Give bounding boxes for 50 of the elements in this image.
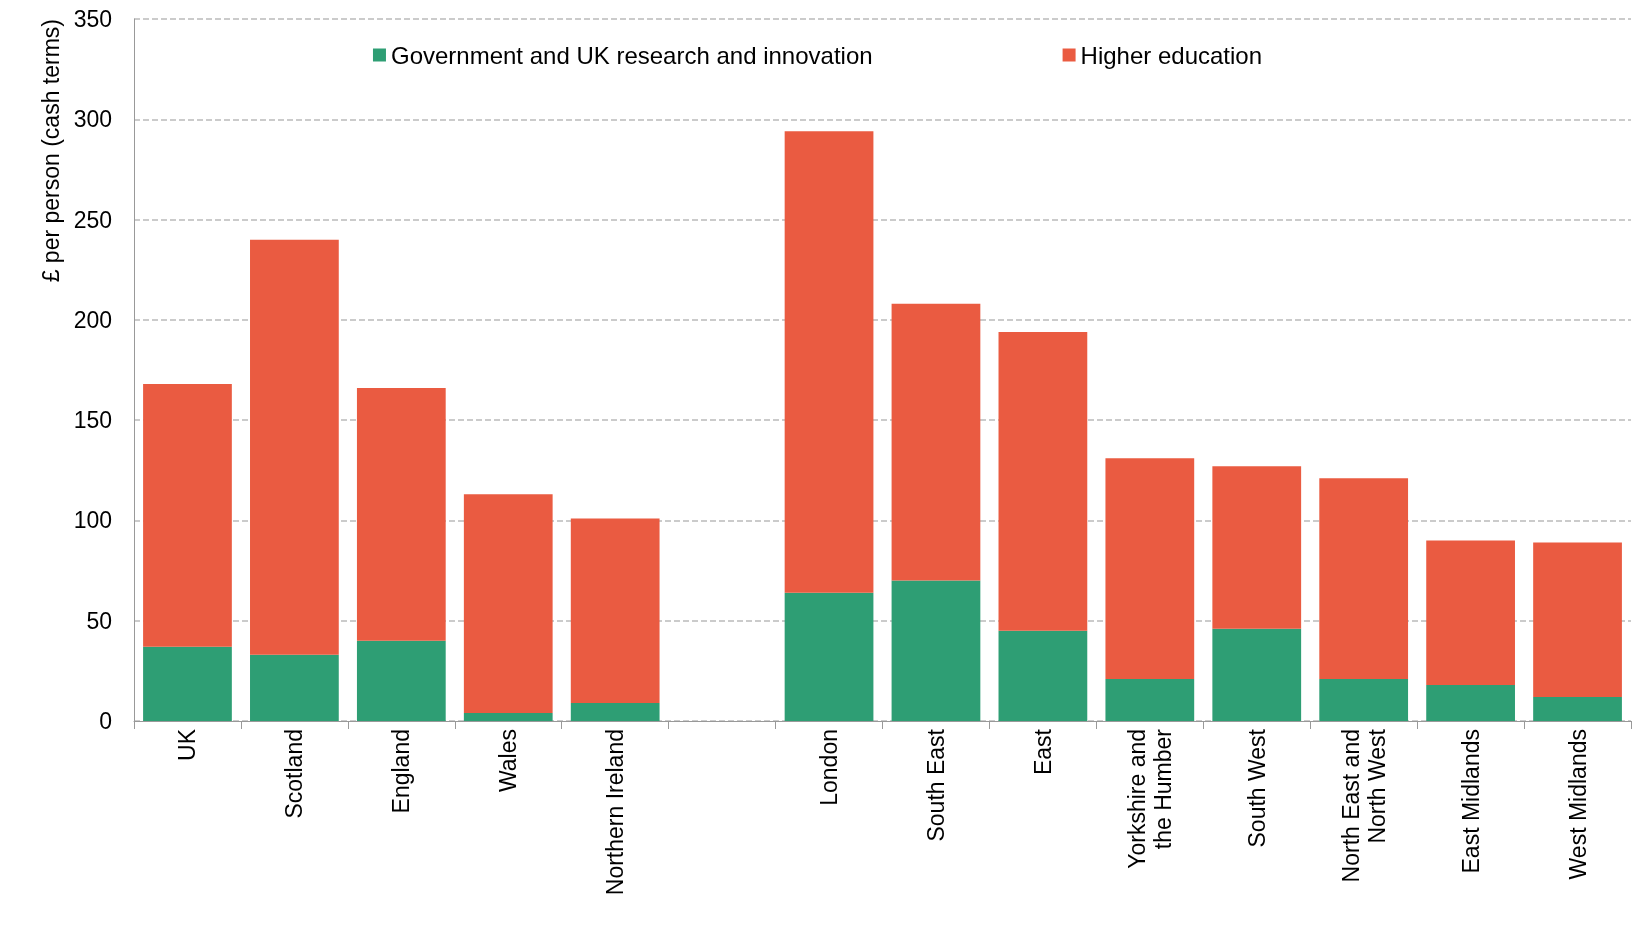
bar [1426,540,1515,685]
bar [143,646,232,721]
legend-label: Government and UK research and innovation [390,41,873,69]
x-tick-label: East Midlands [1457,729,1484,874]
bar [1319,478,1409,679]
bar [1533,696,1622,721]
bar [1105,458,1195,679]
bar [356,640,446,721]
bar [891,303,981,581]
bar [891,580,981,721]
x-tick-label: Wales [495,729,522,793]
bar [1212,466,1302,629]
y-tick-label: 50 [86,607,112,634]
x-tick-label: Northern Ireland [602,729,629,896]
bar [570,518,660,703]
bar [1533,542,1622,697]
y-tick-label: 200 [73,306,112,333]
bar [143,384,232,647]
bar [1212,628,1302,721]
x-tick-label: Yorkshire and the Humber [1123,728,1176,869]
bar [463,494,553,713]
y-tick-label: 150 [73,407,112,434]
bar [998,630,1088,721]
x-tick-label: North East and North West [1337,728,1390,883]
bar [1426,684,1515,721]
bar [784,592,874,721]
bar [784,131,874,593]
y-tick-label: 300 [73,106,112,133]
bar [250,654,339,721]
legend-label: Higher education [1080,41,1263,69]
x-tick-label: UK [174,728,201,761]
x-tick-label: South West [1243,728,1270,848]
y-tick-label: 250 [73,206,112,233]
y-tick-label: 0 [99,708,112,734]
bar [250,239,339,655]
x-tick-label: England [388,729,415,814]
bar [356,388,446,641]
x-tick-label: London [816,729,843,806]
y-tick-label: 350 [73,6,112,32]
bar [570,702,660,721]
x-tick-label: Scotland [281,729,308,819]
x-tick-label: South East [922,728,949,842]
bar [1105,678,1195,721]
x-tick-label: East [1029,728,1056,776]
y-tick-label: 100 [73,507,112,534]
bar [463,712,553,721]
bar [998,331,1088,631]
bar [1319,678,1409,721]
y-axis-title: £ per person (cash terms) [37,19,64,283]
x-tick-label: West Midlands [1564,729,1591,880]
